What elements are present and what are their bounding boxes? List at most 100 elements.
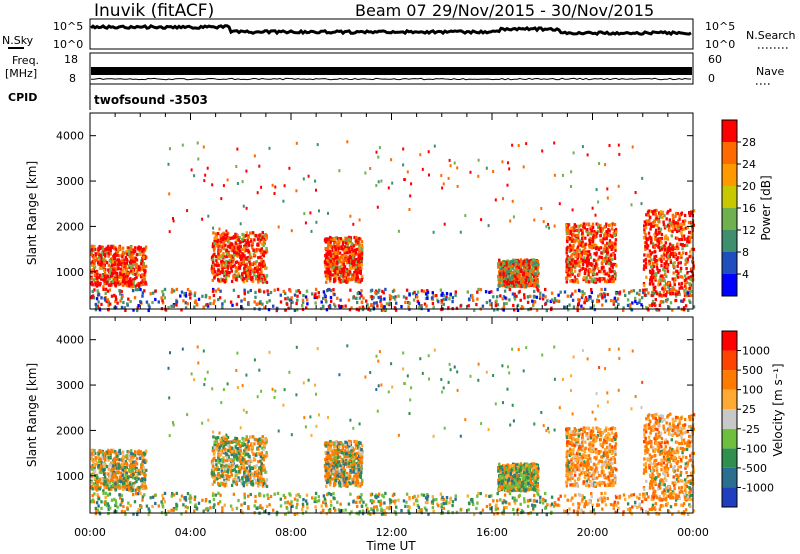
data-cell [141, 463, 144, 467]
data-cell [234, 232, 237, 236]
data-cell [418, 306, 421, 310]
data-cell [644, 258, 648, 262]
data-cell [508, 167, 511, 171]
data-cell [123, 276, 126, 281]
data-cell [265, 300, 269, 304]
data-cell [293, 308, 297, 312]
data-cell [286, 302, 289, 306]
data-cell [592, 232, 595, 236]
data-cell [592, 244, 596, 248]
data-cell [658, 303, 662, 307]
data-cell [591, 237, 595, 241]
data-cell [683, 291, 687, 295]
data-cell [502, 305, 506, 309]
data-cell [259, 263, 263, 267]
data-cell [217, 277, 220, 282]
data-cell [98, 275, 101, 280]
data-cell [237, 252, 241, 257]
data-cell [140, 463, 143, 467]
data-cell [643, 253, 646, 257]
data-cell [106, 247, 109, 251]
data-cell [114, 274, 117, 278]
data-cell [612, 277, 615, 281]
data-cell [501, 282, 504, 286]
data-cell [216, 239, 219, 243]
data-cell [103, 281, 106, 286]
data-cell [681, 243, 684, 247]
data-cell [570, 267, 573, 271]
data-cell [211, 260, 215, 264]
data-cell [348, 237, 351, 241]
data-cell [231, 303, 234, 307]
data-cell [231, 242, 234, 246]
data-cell [687, 221, 691, 225]
data-cell [219, 440, 223, 444]
data-cell [254, 277, 258, 281]
data-cell [229, 470, 233, 474]
data-cell [663, 262, 666, 266]
data-cell [235, 238, 238, 242]
data-cell [128, 482, 132, 486]
data-cell [167, 162, 170, 166]
data-cell [132, 455, 135, 459]
data-cell [316, 143, 319, 147]
data-cell [125, 461, 128, 465]
data-cell [479, 288, 482, 292]
data-cell [648, 255, 652, 259]
data-cell [649, 237, 653, 241]
data-cell [645, 213, 648, 217]
data-cell [90, 448, 94, 453]
data-cell [100, 264, 104, 268]
data-cell [258, 471, 261, 475]
data-cell [172, 217, 174, 220]
data-cell [193, 293, 196, 298]
data-cell [251, 243, 254, 247]
data-cell [583, 271, 587, 276]
data-cell [284, 297, 287, 301]
data-cell [650, 222, 653, 226]
data-cell [230, 248, 233, 252]
data-cell [586, 259, 589, 263]
data-cell [236, 243, 239, 247]
data-cell [213, 275, 216, 279]
data-cell [128, 251, 131, 255]
data-cell [355, 258, 358, 262]
data-cell [260, 242, 264, 246]
data-cell [135, 262, 138, 266]
data-cell [338, 256, 341, 260]
data-cell [214, 459, 218, 463]
data-cell [578, 272, 581, 277]
data-cell [571, 239, 574, 243]
data-cell [671, 213, 675, 217]
data-cell [256, 237, 260, 241]
data-cell [586, 230, 589, 235]
data-cell [125, 454, 128, 458]
freq-panel: Freq. [MHz] 18 8 60 0 Nave [5, 52, 784, 85]
data-cell [553, 141, 556, 145]
data-cell [498, 270, 501, 274]
data-cell [107, 244, 110, 248]
data-cell [643, 293, 647, 297]
data-cell [227, 449, 230, 453]
data-cell [455, 306, 459, 310]
data-cell [505, 271, 508, 275]
data-cell [575, 261, 578, 265]
data-cell [602, 265, 605, 269]
data-cell [577, 243, 581, 247]
data-cell [97, 300, 100, 304]
data-cell [660, 264, 663, 268]
data-cell [303, 212, 306, 216]
data-cell [501, 160, 504, 164]
data-cell [256, 441, 260, 445]
data-cell [492, 295, 495, 299]
data-cell [222, 456, 225, 460]
data-cell [393, 288, 396, 292]
data-cell [671, 247, 674, 251]
data-cell [668, 242, 672, 246]
data-cell [354, 265, 358, 269]
data-cell [111, 271, 115, 275]
data-cell [664, 224, 667, 228]
data-cell [654, 223, 657, 227]
data-cell [125, 262, 128, 266]
data-cell [211, 449, 214, 453]
